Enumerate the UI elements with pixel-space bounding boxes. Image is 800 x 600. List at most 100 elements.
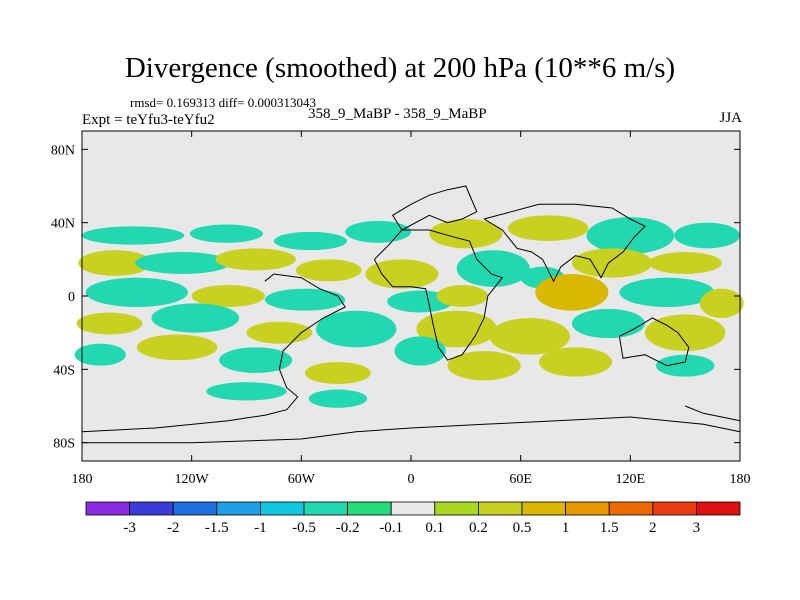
field-blob-37 bbox=[394, 336, 446, 366]
colorbar-swatch-3 bbox=[216, 501, 261, 516]
x-tick-label-2: 60W bbox=[288, 472, 316, 487]
field-blob-16 bbox=[648, 252, 722, 274]
field-blob-27 bbox=[246, 321, 313, 344]
colorbar-label-4: -0.5 bbox=[292, 520, 316, 536]
colorbar-swatch-5 bbox=[303, 501, 348, 516]
field-blob-32 bbox=[644, 314, 726, 351]
colorbar-label-3: -1 bbox=[254, 520, 267, 536]
colorbar-label-9: 0.5 bbox=[513, 520, 532, 536]
y-tick-label-1: 40N bbox=[51, 217, 75, 232]
field-blob-17 bbox=[85, 277, 189, 308]
field-blob-18 bbox=[191, 285, 265, 307]
field-blob-33 bbox=[74, 343, 126, 366]
y-tick-label-4: 80S bbox=[53, 437, 75, 452]
y-axis: 80N 40N 0 40S 80S bbox=[51, 143, 740, 452]
coastline-2 bbox=[373, 229, 504, 361]
field-blob-4 bbox=[429, 219, 503, 249]
field-blob-6 bbox=[586, 217, 675, 254]
season-label: JJA bbox=[719, 110, 742, 126]
field-blob-12 bbox=[365, 259, 439, 289]
colorbar-swatch-9 bbox=[477, 501, 523, 516]
field-blob-34 bbox=[136, 334, 218, 361]
field-blob-3 bbox=[345, 220, 411, 243]
field-blob-5 bbox=[507, 215, 589, 242]
colorbar-label-12: 2 bbox=[649, 520, 657, 536]
field-blob-10 bbox=[215, 248, 296, 271]
case-label: 358_9_MaBP - 358_9_MaBP bbox=[308, 106, 487, 122]
colorbar-swatch-2 bbox=[172, 501, 218, 516]
field-blob-7 bbox=[674, 222, 740, 249]
field-blob-26 bbox=[151, 303, 240, 333]
coastline-4 bbox=[483, 203, 646, 283]
colorbar-label-11: 1.5 bbox=[600, 520, 619, 536]
chart-title: Divergence (smoothed) at 200 hPa (10**6 … bbox=[124, 52, 676, 84]
coastline-6 bbox=[685, 405, 741, 422]
field-blob-0 bbox=[82, 226, 185, 245]
field-blob-21 bbox=[436, 285, 488, 307]
field-blob-40 bbox=[655, 354, 715, 377]
colorbar-label-8: 0.2 bbox=[469, 520, 488, 536]
field-blob-41 bbox=[206, 382, 287, 401]
field-blob-22 bbox=[535, 274, 609, 311]
colorbar-swatch-6 bbox=[347, 501, 392, 516]
divergence-field bbox=[74, 215, 744, 408]
colorbar: -3 -2 -1.5 -1 -0.5 -0.2 -0.1 0.1 0.2 0.5 1 1.5 2 3 bbox=[85, 501, 741, 536]
x-tick-label-5: 120E bbox=[616, 472, 646, 487]
field-blob-30 bbox=[489, 318, 571, 355]
coastline-3 bbox=[392, 185, 478, 231]
experiment-label: Expt = teYfu3-teYfu2 bbox=[82, 112, 215, 128]
colorbar-swatch-13 bbox=[652, 501, 697, 516]
field-blob-1 bbox=[189, 224, 263, 243]
colorbar-label-5: -0.2 bbox=[336, 520, 360, 536]
field-blob-11 bbox=[295, 259, 362, 282]
field-blob-39 bbox=[538, 347, 613, 377]
x-tick-label-6: 180 bbox=[730, 472, 751, 487]
colorbar-label-10: 1 bbox=[562, 520, 570, 536]
map-panel: 180 120W 60W 0 60E 120E 180 80N 40N 0 40S 80S bbox=[51, 130, 751, 487]
colorbar-label-6: -0.1 bbox=[379, 520, 403, 536]
field-blob-19 bbox=[264, 288, 346, 311]
y-tick-label-0: 80N bbox=[51, 143, 75, 158]
x-tick-label-1: 120W bbox=[175, 472, 210, 487]
colorbar-swatch-14 bbox=[696, 501, 741, 516]
colorbar-label-2: -1.5 bbox=[205, 520, 229, 536]
field-blob-9 bbox=[135, 252, 231, 274]
field-blob-35 bbox=[219, 347, 293, 373]
field-blob-36 bbox=[304, 362, 371, 384]
y-tick-label-2: 0 bbox=[68, 290, 75, 305]
field-blob-13 bbox=[456, 250, 530, 287]
field-blob-28 bbox=[315, 310, 397, 348]
field-blob-15 bbox=[571, 248, 653, 278]
field-blob-42 bbox=[308, 389, 368, 408]
coastline-0 bbox=[81, 273, 346, 433]
colorbar-label-0: -3 bbox=[123, 520, 136, 536]
colorbar-swatch-0 bbox=[85, 501, 130, 516]
colorbar-label-1: -2 bbox=[167, 520, 180, 536]
field-blob-23 bbox=[619, 277, 715, 308]
field-blob-31 bbox=[571, 308, 645, 339]
continent-outlines bbox=[81, 185, 741, 444]
coastline-5 bbox=[618, 317, 690, 367]
colorbar-swatch-1 bbox=[129, 501, 174, 516]
stats-line: rmsd= 0.169313 diff= 0.000313043 bbox=[130, 95, 316, 110]
colorbar-swatch-8 bbox=[434, 501, 479, 516]
field-blob-2 bbox=[273, 231, 348, 251]
field-blob-25 bbox=[76, 312, 143, 335]
x-axis: 180 120W 60W 0 60E 120E 180 bbox=[72, 131, 751, 487]
field-blob-20 bbox=[387, 290, 454, 313]
coastline-1 bbox=[82, 416, 741, 444]
field-blob-8 bbox=[78, 250, 152, 276]
colorbar-swatch-12 bbox=[608, 501, 654, 516]
x-tick-label-0: 180 bbox=[72, 472, 93, 487]
colorbar-swatch-4 bbox=[259, 501, 305, 516]
colorbar-swatch-10 bbox=[521, 501, 566, 516]
x-tick-label-4: 60E bbox=[509, 472, 532, 487]
x-tick-label-3: 0 bbox=[408, 472, 415, 487]
colorbar-label-13: 3 bbox=[693, 520, 701, 536]
field-blob-38 bbox=[447, 351, 521, 381]
colorbar-swatch-11 bbox=[565, 501, 610, 516]
colorbar-swatch-7 bbox=[390, 501, 436, 516]
colorbar-label-7: 0.1 bbox=[425, 520, 444, 536]
field-blob-24 bbox=[699, 288, 744, 319]
